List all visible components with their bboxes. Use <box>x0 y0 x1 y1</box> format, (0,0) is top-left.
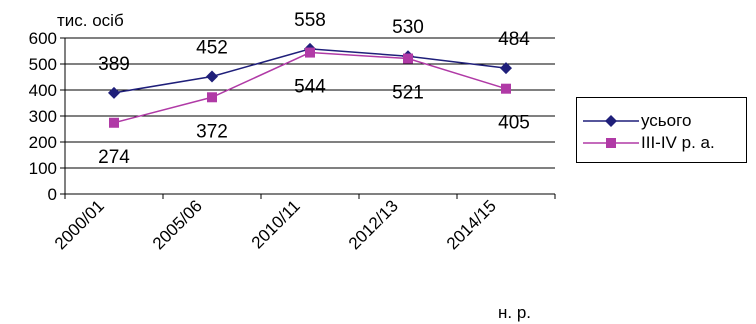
x-tick-label: 2010/11 <box>248 196 304 252</box>
data-label: 405 <box>498 113 530 134</box>
y-axis-label: тис. осіб <box>57 11 124 30</box>
x-axis-label: н. р. <box>498 303 531 322</box>
data-label: 389 <box>98 54 130 75</box>
data-point-square <box>207 92 217 103</box>
data-point-square <box>109 117 119 128</box>
data-label: 544 <box>294 77 326 98</box>
series-layer <box>108 42 512 128</box>
data-point-square <box>305 47 315 58</box>
data-point-square <box>501 83 511 94</box>
y-tick-label: 200 <box>29 133 57 152</box>
data-label: 558 <box>294 10 326 31</box>
legend-marker-diamond-icon <box>583 115 639 127</box>
data-label: 484 <box>498 29 530 50</box>
data-label: 530 <box>392 17 424 38</box>
data-labels: 389 452 558 530 484 274 372 544 521 405 <box>98 10 530 168</box>
x-tick-label: 2000/01 <box>51 196 108 253</box>
legend-marker-square-icon <box>583 138 639 148</box>
data-point-diamond <box>206 70 218 83</box>
x-tick-labels: 2000/01 2005/06 2010/11 2012/13 2014/15 <box>51 196 500 253</box>
data-label: 372 <box>196 121 228 142</box>
data-point-diamond <box>108 86 120 99</box>
x-tick-label: 2012/13 <box>345 196 402 253</box>
legend-label-levels: III-IV р. а. <box>641 133 715 152</box>
data-label: 521 <box>392 83 424 104</box>
y-tick-label: 600 <box>29 29 57 48</box>
y-tick-label: 300 <box>29 107 57 126</box>
data-point-diamond <box>500 62 512 75</box>
y-tick-label: 0 <box>48 185 57 204</box>
y-tick-label: 500 <box>29 55 57 74</box>
y-tick-label: 100 <box>29 159 57 178</box>
legend-label-total: усього <box>641 111 692 130</box>
x-tick-label: 2014/15 <box>443 196 500 253</box>
data-point-square <box>403 53 413 64</box>
gridlines <box>65 37 555 169</box>
legend-item-levels: III-IV р. а. <box>583 133 715 153</box>
chart-legend: усього III-IV р. а. <box>576 97 747 163</box>
legend-item-total: усього <box>583 111 691 131</box>
y-tick-label: 400 <box>29 81 57 100</box>
y-tick-labels: 0 100 200 300 400 500 600 <box>29 29 57 204</box>
x-tick-label: 2005/06 <box>149 196 206 253</box>
data-label: 274 <box>98 147 130 168</box>
axes <box>60 37 556 199</box>
data-label: 452 <box>196 37 228 58</box>
